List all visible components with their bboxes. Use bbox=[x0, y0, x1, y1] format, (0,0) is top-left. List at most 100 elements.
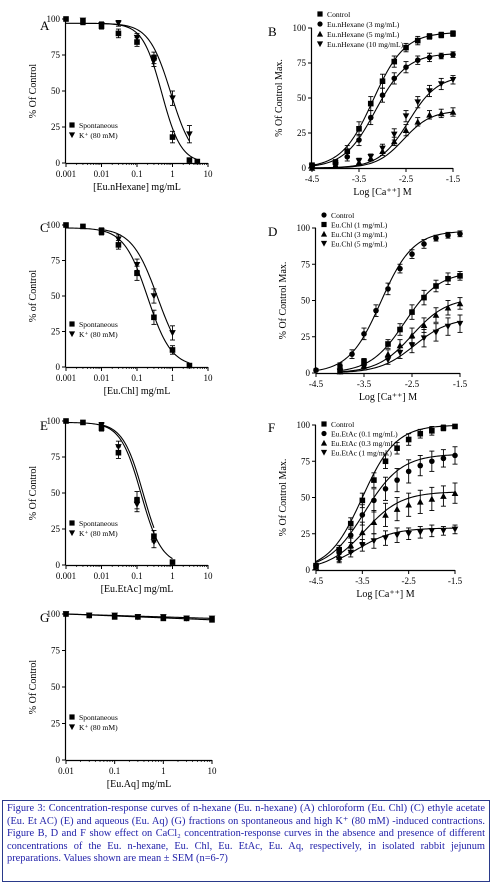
x-tick-label: -3.5 bbox=[357, 379, 372, 389]
y-tick-label: 25 bbox=[51, 122, 61, 132]
x-tick-label: -3.5 bbox=[352, 174, 367, 184]
data-point bbox=[379, 92, 386, 98]
legend-marker bbox=[321, 421, 327, 427]
x-axis-title: [Eu.EtAc] mg/mL bbox=[101, 584, 174, 595]
panel-label: F bbox=[268, 420, 275, 435]
panel-label: A bbox=[40, 18, 50, 33]
data-point bbox=[359, 542, 366, 549]
data-point bbox=[402, 126, 410, 133]
y-tick-label: 75 bbox=[301, 259, 311, 269]
y-axis-title: % Of Control Max. bbox=[278, 262, 289, 340]
y-tick-label: 25 bbox=[51, 327, 61, 337]
y-tick-label: 100 bbox=[47, 14, 61, 24]
legend-label: K⁺ (80 mM) bbox=[79, 723, 118, 732]
data-point bbox=[429, 428, 435, 434]
data-point bbox=[111, 612, 118, 619]
legend-marker bbox=[69, 122, 75, 128]
series-2 bbox=[336, 297, 464, 375]
data-point bbox=[408, 342, 416, 349]
x-tick-label: -1.5 bbox=[448, 576, 463, 586]
data-point bbox=[361, 331, 367, 337]
data-point bbox=[169, 134, 176, 140]
y-tick-label: 100 bbox=[297, 223, 311, 233]
data-point bbox=[416, 529, 424, 536]
data-point bbox=[355, 158, 363, 165]
data-point bbox=[115, 236, 122, 243]
data-point bbox=[445, 275, 451, 282]
data-point bbox=[440, 425, 447, 431]
legend-label: Eu.EtAc (0.3 mg/mL) bbox=[331, 439, 398, 448]
data-point bbox=[420, 335, 428, 342]
series-3 bbox=[335, 524, 459, 564]
data-point bbox=[151, 314, 157, 321]
data-point bbox=[405, 436, 412, 443]
y-axis-title: % of Control bbox=[28, 270, 39, 322]
data-point bbox=[397, 326, 403, 333]
fit-curve bbox=[101, 424, 155, 528]
data-point bbox=[371, 497, 377, 504]
y-tick-label: 0 bbox=[56, 755, 61, 765]
x-axis-title: Log [Ca⁺⁺] M bbox=[359, 392, 417, 403]
y-axis-title: % Of Control Max. bbox=[274, 59, 285, 137]
data-point bbox=[308, 163, 316, 170]
legend-label: Eu.Chl (3 mg/mL) bbox=[331, 230, 388, 239]
data-point bbox=[150, 57, 158, 65]
legend-marker bbox=[316, 30, 324, 37]
data-point bbox=[349, 351, 355, 357]
panel-label: G bbox=[40, 610, 49, 625]
data-point bbox=[452, 452, 458, 459]
legend-marker bbox=[69, 321, 75, 327]
data-point bbox=[452, 423, 458, 430]
y-axis-title: % Of Control Max. bbox=[278, 459, 289, 537]
data-point bbox=[367, 114, 374, 121]
x-tick-label: -2.5 bbox=[399, 174, 414, 184]
legend-marker bbox=[321, 212, 327, 218]
x-tick-label: 0.001 bbox=[56, 169, 76, 179]
data-point bbox=[335, 557, 343, 564]
y-tick-label: 75 bbox=[51, 50, 61, 60]
data-point bbox=[432, 311, 440, 318]
y-tick-label: 100 bbox=[47, 609, 61, 619]
data-point bbox=[98, 422, 105, 429]
data-point bbox=[437, 110, 445, 117]
data-point bbox=[347, 532, 354, 538]
data-point bbox=[421, 241, 427, 247]
y-tick-label: 25 bbox=[297, 128, 307, 138]
series-1 bbox=[79, 17, 193, 144]
fit-curve bbox=[101, 229, 173, 335]
y-tick-label: 100 bbox=[47, 220, 61, 230]
data-point bbox=[426, 88, 433, 95]
caption-text: Figure 3: Concentration-response curves … bbox=[7, 803, 485, 865]
legend-label: K⁺ (80 mM) bbox=[79, 529, 118, 538]
y-tick-label: 75 bbox=[297, 58, 307, 68]
series-0 bbox=[313, 230, 463, 373]
data-point bbox=[133, 501, 141, 508]
data-point bbox=[416, 498, 424, 505]
legend-marker bbox=[316, 41, 324, 48]
legend-marker bbox=[69, 520, 75, 526]
data-point bbox=[408, 332, 416, 339]
data-point bbox=[359, 497, 366, 504]
legend-marker bbox=[68, 132, 76, 139]
legend-label: Spontaneous bbox=[79, 121, 118, 130]
legend-marker bbox=[321, 221, 327, 228]
data-point bbox=[421, 294, 427, 301]
data-point bbox=[440, 492, 447, 499]
legend-label: K⁺ (80 mM) bbox=[79, 131, 118, 140]
data-point bbox=[426, 33, 433, 40]
x-tick-label: 0.1 bbox=[109, 766, 120, 776]
x-tick-label: -2.5 bbox=[402, 576, 417, 586]
x-tick-label: 0.001 bbox=[56, 373, 76, 383]
legend-label: Spontaneous bbox=[79, 713, 118, 722]
chart-panel-B: B 0 25 50 75 100 -4.5 -3.5 -2.5 -1.5 Log [Ca⁺⁺] M%… bbox=[268, 10, 461, 198]
x-tick-label: 1 bbox=[170, 373, 175, 383]
data-point bbox=[359, 512, 366, 518]
data-point bbox=[428, 528, 436, 535]
data-point bbox=[438, 53, 445, 59]
y-tick-label: 0 bbox=[56, 560, 61, 570]
data-point bbox=[332, 162, 339, 169]
data-point bbox=[449, 77, 457, 84]
